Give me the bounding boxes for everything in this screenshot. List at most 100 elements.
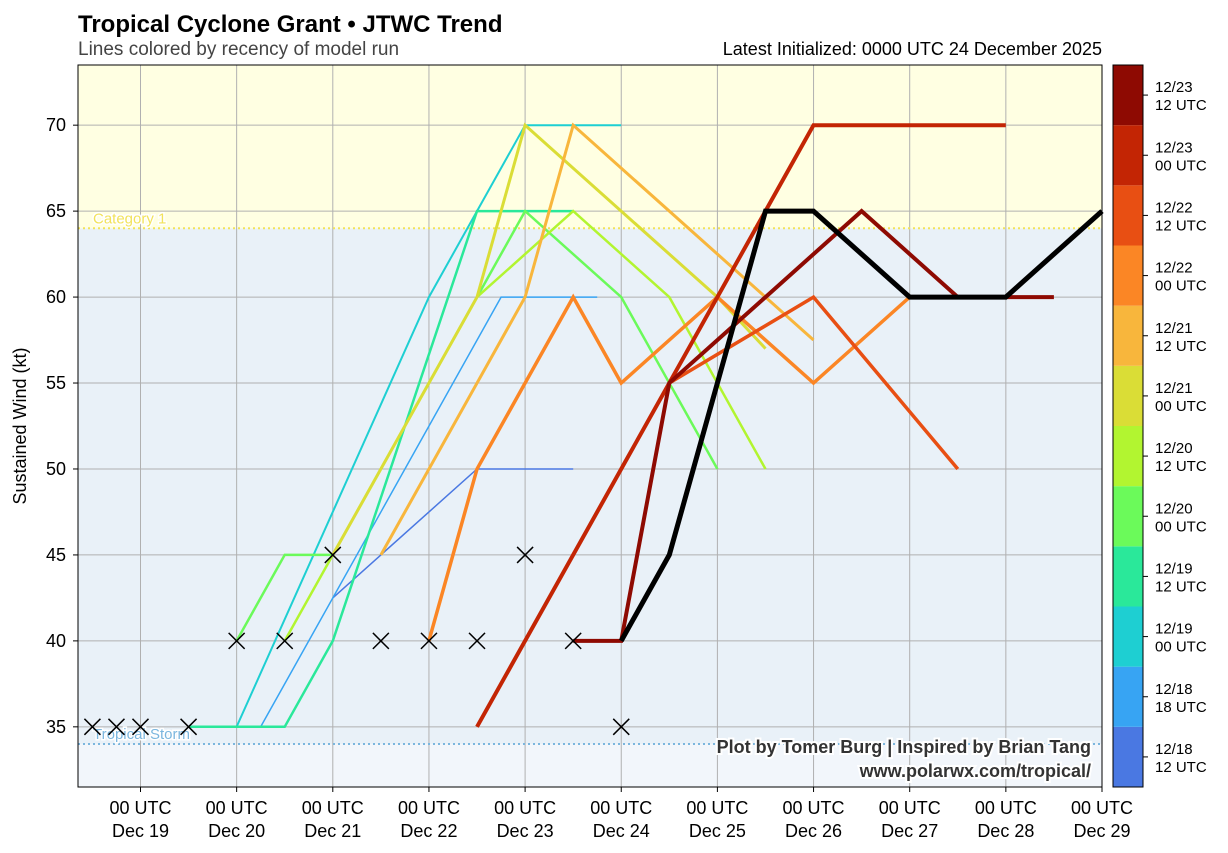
credit-block: Plot by Tomer Burg | Inspired by Brian T… [715,735,1093,783]
observation-6 [324,546,342,564]
observation-8 [420,632,438,650]
y-axis-label: Sustained Wind (kt) [10,347,30,504]
y-tick-label-60: 60 [46,287,66,307]
series-line-3 [188,209,574,729]
x-tick-time-26: 00 UTC [783,798,845,818]
colorbar-frame [1112,64,1144,788]
band-2 [78,65,1102,229]
x-axis-ticks: 00 UTC Dec 19 00 UTC Dec 20 00 UTC Dec 21 00 U… [109,787,1133,841]
plot-frame [77,64,1103,788]
y-tick-label-35: 35 [46,717,66,737]
x-tick-date-21: Dec 21 [304,821,361,841]
y-tick-label-70: 70 [46,115,66,135]
colorbar-time-3: 12 UTC [1155,578,1207,595]
observation-9 [468,632,486,650]
observation-12 [612,718,630,736]
x-tick-time-25: 00 UTC [686,798,748,818]
colorbar-swatch-2 [1113,606,1143,667]
colorbar-swatch-9 [1113,185,1143,246]
colorbar-time-7: 12 UTC [1155,338,1207,355]
colorbar-time-0: 12 UTC [1155,759,1207,776]
colorbar-date-2: 12/19 [1155,621,1193,638]
series-line-6 [331,122,767,556]
colorbar-swatch-11 [1113,65,1143,126]
category-thresholds: Tropical Storm Category 1 [78,209,1102,746]
observation-markers [83,546,630,736]
x-tick-time-22: 00 UTC [398,798,460,818]
x-tick-date-24: Dec 24 [593,821,650,841]
chart-title: Tropical Cyclone Grant • JTWC Trend [78,11,502,38]
colorbar-date-11: 12/23 [1155,79,1193,96]
chart-subtitle: Lines colored by recency of model run [78,39,399,60]
threshold-label-1: Category 1 [93,210,166,227]
x-tick-time-28: 00 UTC [975,798,1037,818]
colorbar-time-11: 12 UTC [1155,97,1207,114]
colorbar-swatch-3 [1113,546,1143,607]
x-tick-date-23: Dec 23 [497,821,554,841]
observation-7 [372,632,390,650]
colorbar-swatch-8 [1113,245,1143,306]
model-runs [188,122,1104,729]
colorbar-time-8: 00 UTC [1155,278,1207,295]
observation-11 [564,632,582,650]
observation-3 [180,718,198,736]
colorbar-time-9: 12 UTC [1155,217,1207,234]
y-tick-label-40: 40 [46,631,66,651]
observation-1 [107,718,125,736]
observation-5 [276,632,294,650]
colorbar-date-5: 12/20 [1155,440,1193,457]
series-line-0 [332,468,574,599]
observation-4 [228,632,246,650]
x-tick-date-26: Dec 26 [785,821,842,841]
y-axis-ticks: 35 40 45 50 55 60 65 70 [46,115,78,737]
colorbar-date-0: 12/18 [1155,741,1193,758]
y-tick-label-50: 50 [46,459,66,479]
x-tick-date-27: Dec 27 [881,821,938,841]
colorbar-date-6: 12/21 [1155,380,1193,397]
x-tick-date-28: Dec 28 [977,821,1034,841]
y-tick-label-55: 55 [46,373,66,393]
x-tick-time-21: 00 UTC [302,798,364,818]
series-line-8 [427,293,911,642]
colorbar-swatch-7 [1113,305,1143,366]
y-tick-label-45: 45 [46,545,66,565]
credit-author: Plot by Tomer Burg | Inspired by Brian T… [717,737,1091,757]
observation-2 [131,718,150,736]
colorbar-time-2: 00 UTC [1155,639,1207,656]
colorbar-time-4: 00 UTC [1155,518,1207,535]
colorbar-time-10: 00 UTC [1155,157,1207,174]
series-line-10 [475,123,1006,728]
colorbar-swatch-4 [1113,486,1143,547]
band-1 [78,228,1102,745]
credit-url: www.polarwx.com/tropical/ [859,761,1091,781]
series-line-12 [619,208,1104,643]
y-tick-label-65: 65 [46,201,66,221]
x-tick-time-24: 00 UTC [590,798,652,818]
observation-0 [83,718,101,736]
colorbar-time-1: 18 UTC [1155,699,1207,716]
x-tick-time-19: 00 UTC [109,798,171,818]
colorbar-date-10: 12/23 [1155,139,1193,156]
colorbar-swatch-10 [1113,125,1143,186]
colorbar-date-7: 12/21 [1155,320,1193,337]
colorbar-date-3: 12/19 [1155,560,1193,577]
colorbar-date-4: 12/20 [1155,500,1193,517]
series-line-1 [260,296,598,728]
x-tick-time-20: 00 UTC [206,798,268,818]
x-tick-date-29: Dec 29 [1073,821,1130,841]
x-tick-time-29: 00 UTC [1071,798,1133,818]
intensity-bands [78,65,1102,787]
observation-10 [516,546,534,564]
threshold-label-0: Tropical Storm [93,726,190,743]
colorbar-swatch-6 [1113,365,1143,426]
x-tick-time-23: 00 UTC [494,798,556,818]
x-tick-time-27: 00 UTC [879,798,941,818]
series-line-7 [379,122,815,556]
band-0 [78,744,1102,787]
x-tick-date-20: Dec 20 [208,821,265,841]
colorbar-swatch-0 [1113,726,1143,787]
colorbar-time-6: 00 UTC [1155,398,1207,415]
colorbar-swatch-5 [1113,426,1143,487]
colorbar-time-5: 12 UTC [1155,458,1207,475]
